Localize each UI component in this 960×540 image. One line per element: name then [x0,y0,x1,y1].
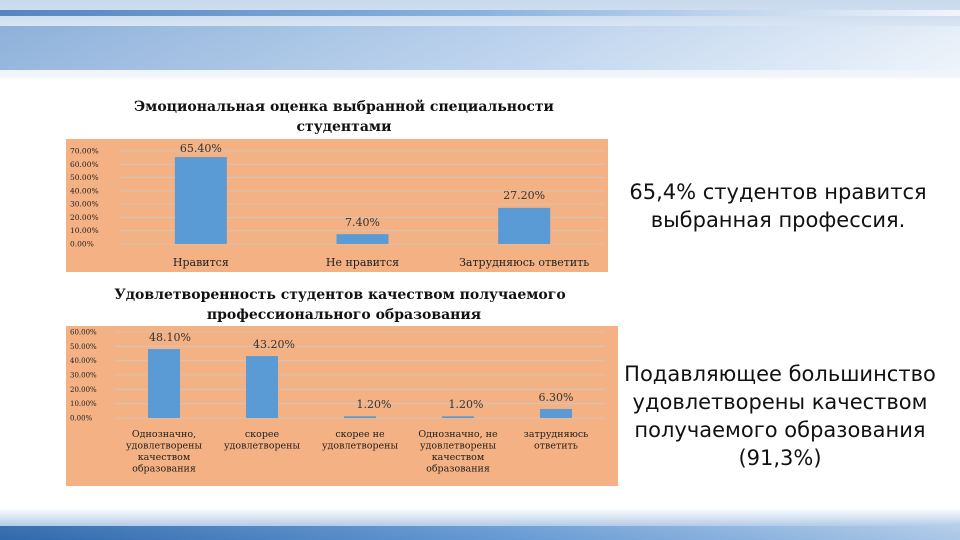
chart-1-title: Эмоциональная оценка выбранной специальн… [134,98,554,135]
chart-1-y-tick-label: 30.00% [70,200,99,209]
chart-2-category-label: удовлетворены [224,441,301,452]
chart-1-title-line-2: студентами [297,119,392,135]
chart-2-data-label: 43.20% [253,338,295,351]
chart-1-plot-background [66,139,608,272]
chart-1-data-label: 65.40% [180,142,222,155]
chart-2-category-label: Однозначно, [132,429,196,440]
chart-1-bar [336,234,389,244]
chart-2-data-label: 1.20% [449,398,484,411]
chart-2-category-label: удовлетворены [322,441,399,452]
chart-2-category-label: Однозначно, не [418,429,498,440]
chart-1-category-label: Не нравится [326,256,399,269]
chart-2-data-label: 6.30% [539,391,574,404]
header-decoration-band [0,0,960,78]
chart-2-y-tick-label: 60.00% [70,329,97,337]
chart-2-title: Удовлетворенность студентов качеством по… [114,287,565,323]
chart-1-data-label: 7.40% [345,216,380,229]
chart-2-category-label: скорее [245,429,280,440]
chart-2-bar [442,416,474,418]
chart-2-y-tick-label: 10.00% [70,400,97,408]
chart-1-title-line-1: Эмоциональная оценка выбранной специальн… [134,98,554,115]
chart-2-category-label: затрудняюсь [524,429,589,440]
chart-2-data-label: 48.10% [149,331,191,344]
chart-1-category-label: Нравится [173,256,229,269]
chart-2-y-tick-label: 30.00% [70,372,97,380]
chart-2-bar [344,416,376,418]
chart-1-data-label: 27.20% [503,189,545,202]
chart-2-data-label: 1.20% [357,398,392,411]
chart-2-category-label: качеством [138,452,191,463]
chart-2-category-label: ответить [534,441,578,452]
chart-1-y-tick-label: 0.00% [70,240,94,249]
chart-2-category-label: скорее не [335,429,385,440]
chart-2-category-label: образования [426,464,490,475]
chart-1-y-tick-label: 40.00% [70,186,99,195]
chart-1-y-tick-label: 70.00% [70,147,99,156]
chart-2-category-label: удовлетворены [420,441,497,452]
chart-1-bar [174,157,227,244]
chart-2-category-label: образования [132,464,196,475]
chart-2-y-tick-label: 50.00% [70,343,97,351]
chart-2-y-tick-label: 20.00% [70,386,97,394]
chart-2-bar [540,408,572,418]
chart-1-bar [498,207,551,244]
chart-2-title-line-2: профессионального образования [207,307,481,323]
chart-2-y-tick-label: 40.00% [70,357,97,365]
chart-1-category-label: Затрудняюсь ответить [459,256,589,269]
chart-2-category-label: качеством [432,452,485,463]
chart-1-y-tick-label: 60.00% [70,160,99,169]
summary-text-satisfaction: Подавляющее большинство удовлетворены ка… [624,362,936,470]
chart-2-bar [246,356,278,418]
footer-decoration-band [0,508,960,540]
chart-2-title-line-1: Удовлетворенность студентов качеством по… [114,287,565,303]
chart-1-y-tick-label: 10.00% [70,226,99,235]
chart-2-category-label: удовлетворены [126,441,203,452]
chart-1-y-tick-label: 20.00% [70,213,99,222]
chart-2-bar [148,349,180,418]
chart-2-y-tick-label: 0.00% [70,415,93,423]
chart-1-y-tick-label: 50.00% [70,173,99,182]
summary-text-liking: 65,4% студентов нравится выбранная профе… [629,180,927,232]
